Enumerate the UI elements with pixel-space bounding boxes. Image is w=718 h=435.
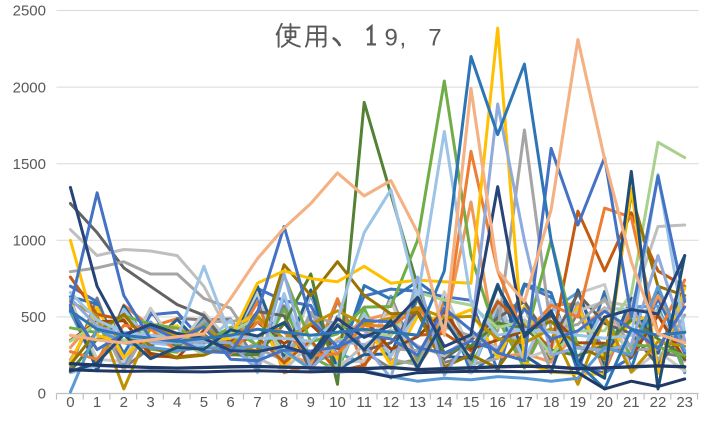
svg-text:19: 19 [570, 394, 587, 411]
svg-text:13: 13 [409, 394, 426, 411]
svg-text:2500: 2500 [13, 3, 46, 20]
svg-text:16: 16 [489, 394, 506, 411]
svg-text:20: 20 [596, 394, 613, 411]
svg-text:,: , [400, 24, 407, 51]
svg-text:2000: 2000 [13, 79, 46, 96]
svg-text:23: 23 [676, 394, 693, 411]
svg-text:9: 9 [307, 394, 315, 411]
svg-text:6: 6 [226, 394, 234, 411]
svg-text:12: 12 [383, 394, 400, 411]
svg-text:10: 10 [329, 394, 346, 411]
svg-text:17: 17 [516, 394, 533, 411]
svg-text:5: 5 [200, 394, 208, 411]
svg-text:500: 500 [21, 309, 46, 326]
svg-text:18: 18 [543, 394, 560, 411]
svg-text:2: 2 [120, 394, 128, 411]
svg-text:0: 0 [66, 394, 74, 411]
svg-text:1000: 1000 [13, 233, 46, 250]
svg-text:21: 21 [623, 394, 640, 411]
svg-text:8: 8 [280, 394, 288, 411]
svg-text:1500: 1500 [13, 156, 46, 173]
svg-text:14: 14 [436, 394, 453, 411]
svg-text:4: 4 [173, 394, 181, 411]
svg-text:1: 1 [93, 394, 101, 411]
svg-text:9: 9 [385, 24, 398, 51]
svg-text:0: 0 [38, 386, 46, 403]
svg-text:22: 22 [650, 394, 667, 411]
svg-text:15: 15 [463, 394, 480, 411]
svg-text:7: 7 [428, 24, 441, 51]
svg-text:7: 7 [253, 394, 261, 411]
svg-text:11: 11 [356, 394, 372, 411]
svg-text:3: 3 [146, 394, 154, 411]
